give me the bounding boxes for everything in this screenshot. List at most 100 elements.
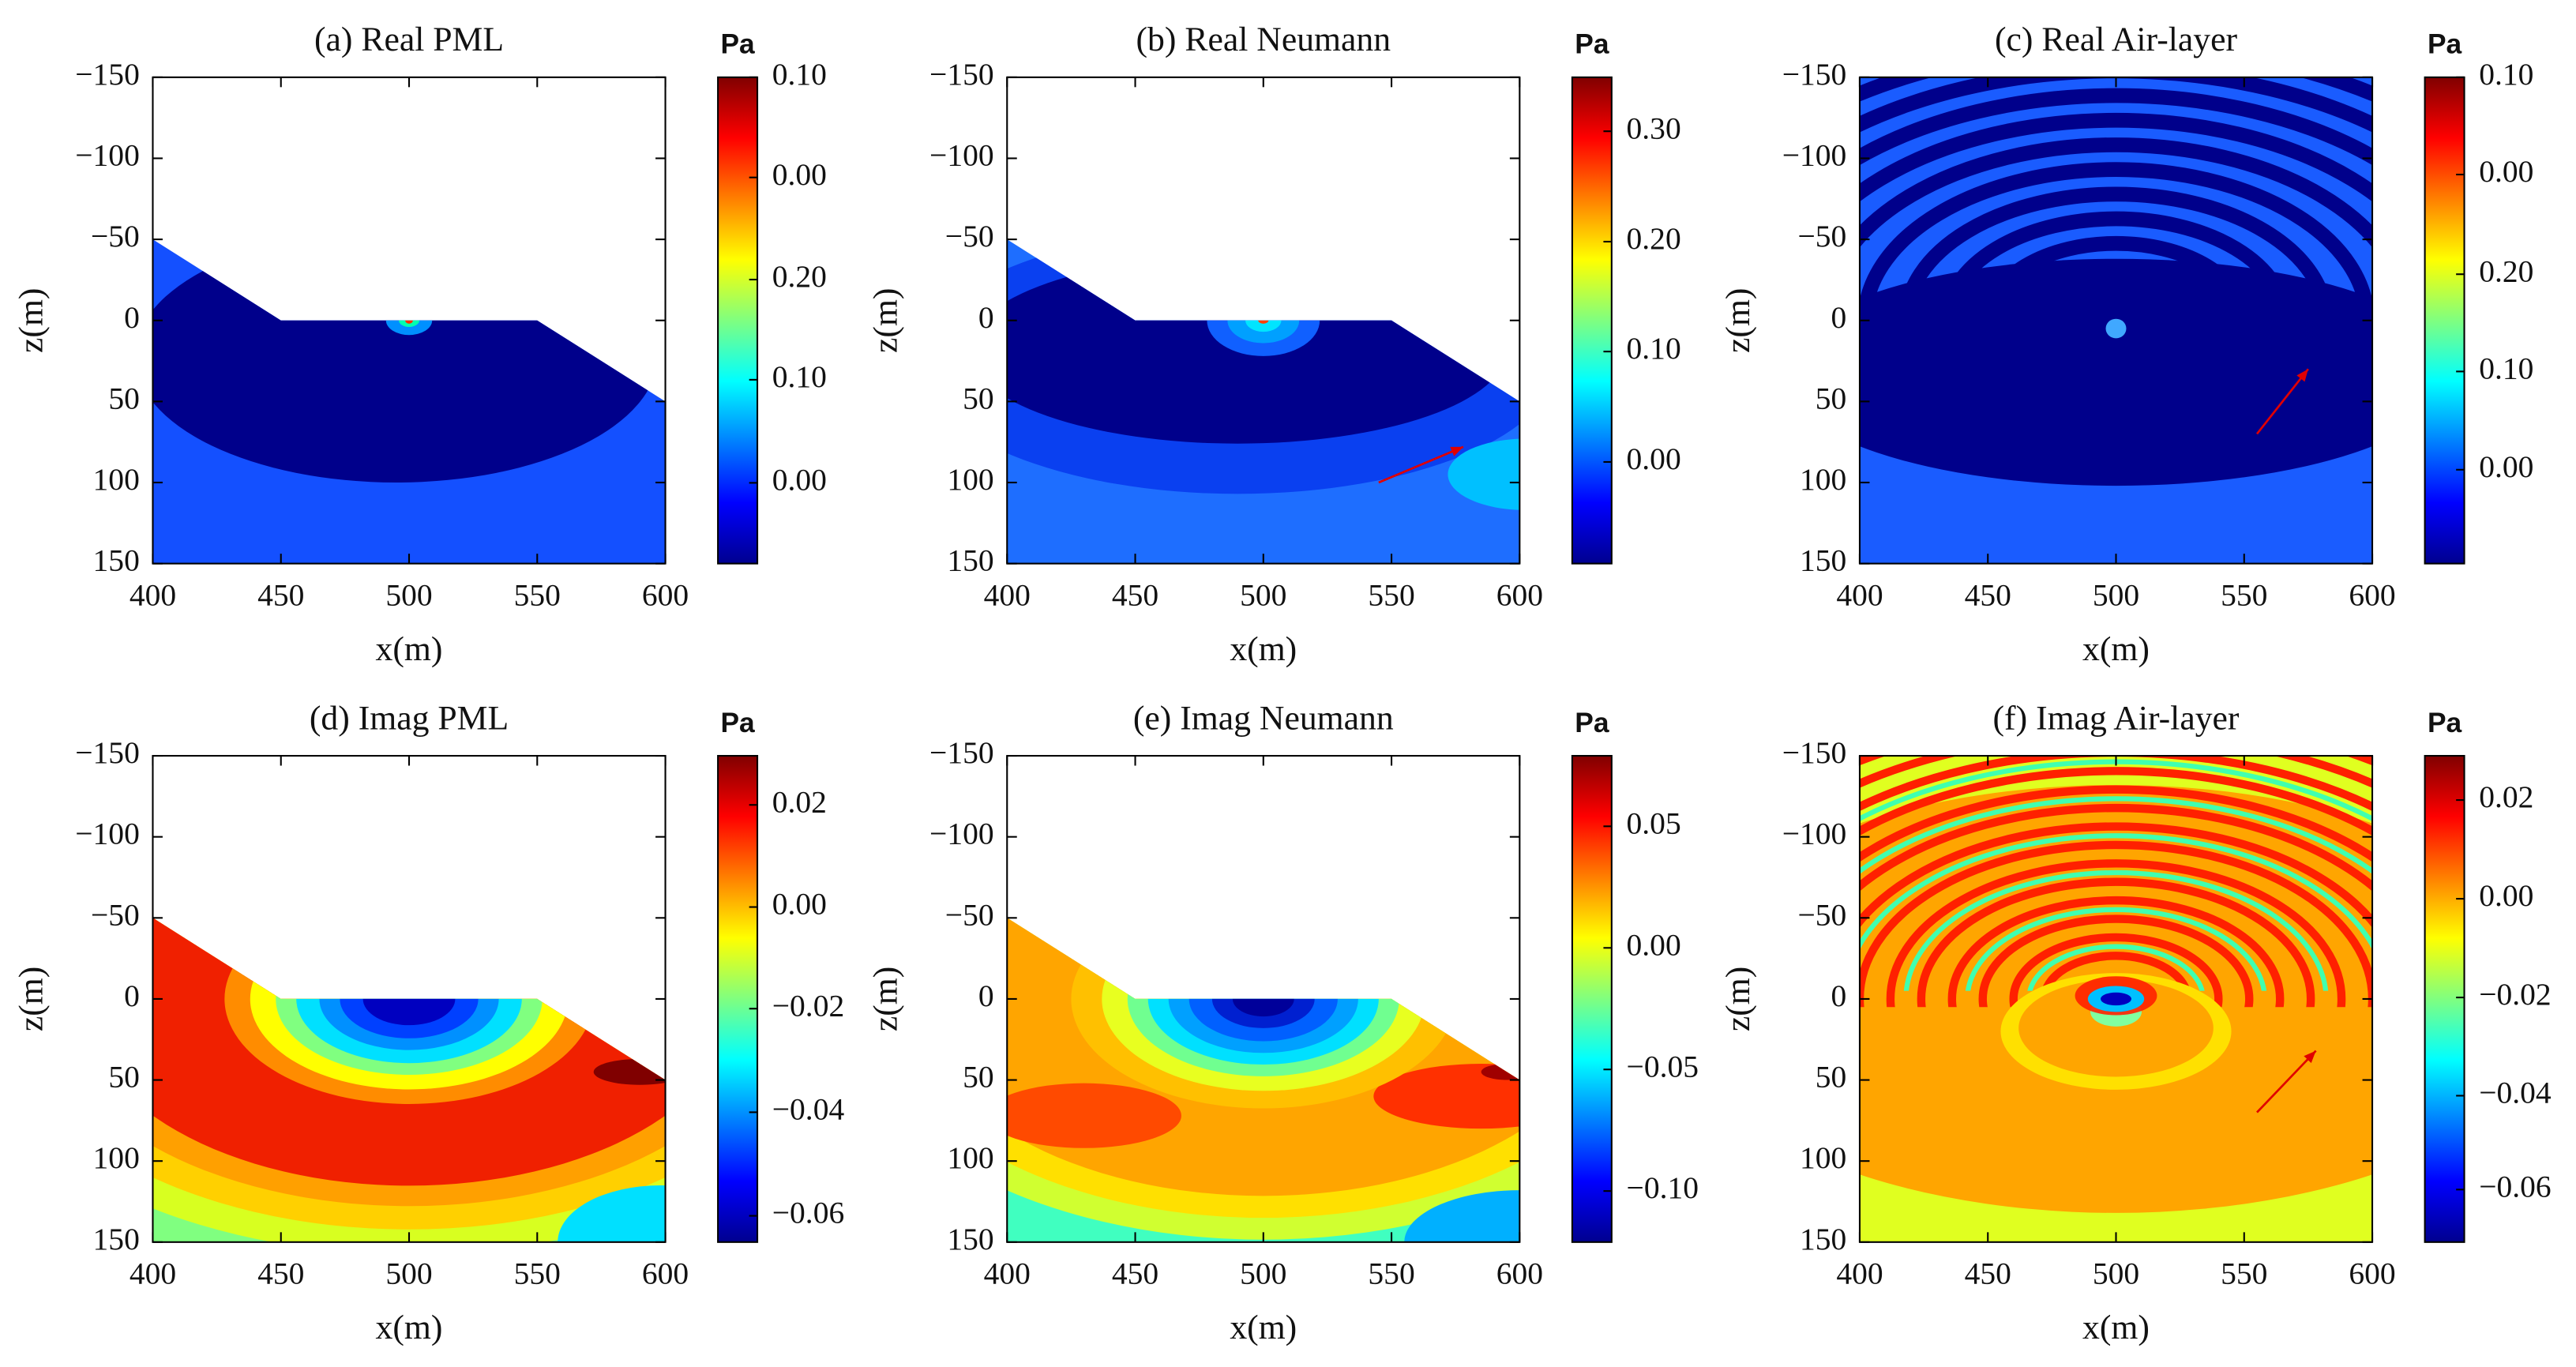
y-tick-label: −150 [1782, 57, 1847, 92]
annotation-arrow [2255, 368, 2309, 435]
x-tick-label: 500 [385, 1256, 432, 1291]
y-tick-label: 100 [1800, 1140, 1846, 1175]
y-tick-label: 0 [124, 300, 140, 335]
colorbar-tick-label: 0.10 [1627, 331, 1681, 366]
colorbar-tick-label: 0.20 [2479, 253, 2533, 288]
contour-band [1903, 869, 2329, 991]
contour-band [1859, 804, 2373, 892]
y-tick-label: 0 [978, 300, 994, 335]
y-tick-label: −50 [945, 219, 994, 253]
panel: (d) Imag PML 400 450 500 550 600 −150 −100 −50 0 5… [13, 699, 845, 1346]
colorbar-tick-label: −0.04 [2479, 1076, 2552, 1110]
colorbar-label: Pa [1575, 708, 1609, 738]
contour-field [1859, 756, 2373, 1242]
colorbar-tick-label: −0.02 [2479, 977, 2551, 1012]
y-tick-label: −50 [1798, 897, 1847, 932]
colorbar-tick-label: 0.00 [1627, 441, 1681, 476]
colorbar-tick-label: −0.06 [772, 1196, 844, 1230]
contour-band [2105, 318, 2127, 339]
colorbar-tick-label: 0.02 [2479, 779, 2533, 814]
x-tick-label: 550 [1368, 1256, 1414, 1291]
panel-title: (f) Imag Air-layer [1993, 699, 2240, 737]
colorbar-tick-label: 0.20 [772, 259, 827, 294]
x-tick-label: 450 [1965, 577, 2011, 612]
x-axis-label: x(m) [2082, 630, 2150, 668]
y-tick-label: 0 [1831, 300, 1847, 335]
contour-band [2009, 933, 2223, 1008]
y-tick-label: −50 [91, 897, 140, 932]
x-tick-label: 450 [1112, 577, 1158, 612]
y-tick-label: 150 [1800, 1222, 1846, 1256]
x-tick-label: 500 [385, 577, 432, 612]
x-tick-label: 400 [130, 1256, 176, 1291]
panel-title: (e) Imag Neumann [1133, 699, 1394, 737]
contour-band [1917, 877, 2315, 1008]
colorbar [717, 76, 759, 565]
x-tick-label: 400 [984, 1256, 1031, 1291]
x-tick-label: 500 [2093, 577, 2139, 612]
colorbar [1571, 754, 1613, 1243]
y-tick-label: 100 [93, 1140, 140, 1175]
contour-band [593, 1058, 666, 1085]
colorbar-tick-label: 0.05 [1627, 806, 1681, 840]
panel-title: (a) Real PML [314, 21, 504, 58]
contour-band [2101, 992, 2131, 1006]
y-tick-label: 50 [108, 1060, 140, 1095]
x-axis-label: x(m) [376, 630, 443, 668]
colorbar-tick-label: 0.02 [772, 784, 827, 819]
colorbar-tick-label: 0.00 [772, 462, 827, 497]
y-tick-label: −100 [929, 138, 994, 173]
colorbar-tick-label: 0.10 [772, 359, 827, 394]
x-tick-label: 450 [257, 577, 304, 612]
colorbar-tick-label: 0.00 [2479, 154, 2533, 189]
y-axis-label: z(m) [867, 967, 905, 1031]
y-tick-label: −100 [929, 817, 994, 851]
y-tick-label: 100 [947, 1140, 993, 1175]
y-tick-label: −50 [945, 897, 994, 932]
contour-band [2018, 979, 2214, 1077]
contour-band [1886, 859, 2346, 1008]
contour-field [1007, 239, 1520, 564]
y-tick-label: −100 [75, 817, 140, 851]
y-tick-label: 50 [1816, 1060, 1847, 1095]
contour-band [1448, 438, 1520, 510]
annotation-arrowhead [2296, 369, 2308, 382]
colorbar-tick-label: 0.10 [772, 57, 827, 92]
y-tick-label: 50 [1816, 381, 1847, 415]
y-tick-label: −150 [929, 735, 994, 770]
x-tick-label: 550 [2221, 577, 2267, 612]
contour-field [1859, 77, 2373, 564]
y-tick-label: 50 [963, 1060, 994, 1095]
colorbar-tick-label: −0.04 [772, 1091, 845, 1126]
y-tick-label: −50 [91, 219, 140, 253]
contour-band [1859, 796, 2373, 874]
y-axis-label: z(m) [1719, 967, 1757, 1031]
x-tick-label: 500 [2093, 1256, 2139, 1291]
annotation-arrow [2256, 1050, 2317, 1114]
contour-band [1859, 258, 2373, 486]
colorbar-label: Pa [720, 708, 755, 738]
y-tick-label: −150 [75, 57, 140, 92]
x-tick-label: 400 [1836, 577, 1883, 612]
colorbar-label: Pa [2428, 29, 2462, 60]
contour-band [1481, 1064, 1520, 1080]
annotation-arrow [1378, 445, 1464, 484]
x-tick-label: 600 [1496, 577, 1543, 612]
y-tick-label: −100 [75, 138, 140, 173]
y-axis-label: z(m) [13, 288, 51, 353]
colorbar-tick-label: −0.05 [1627, 1049, 1699, 1083]
x-tick-label: 550 [514, 577, 561, 612]
y-tick-label: 100 [93, 462, 140, 497]
colorbar-label: Pa [2428, 708, 2462, 738]
x-tick-label: 600 [642, 1256, 689, 1291]
x-tick-label: 400 [130, 577, 176, 612]
y-tick-label: 150 [947, 543, 993, 578]
y-tick-label: 150 [93, 1222, 140, 1256]
contour-band [405, 317, 413, 324]
contour-band [362, 972, 456, 1026]
